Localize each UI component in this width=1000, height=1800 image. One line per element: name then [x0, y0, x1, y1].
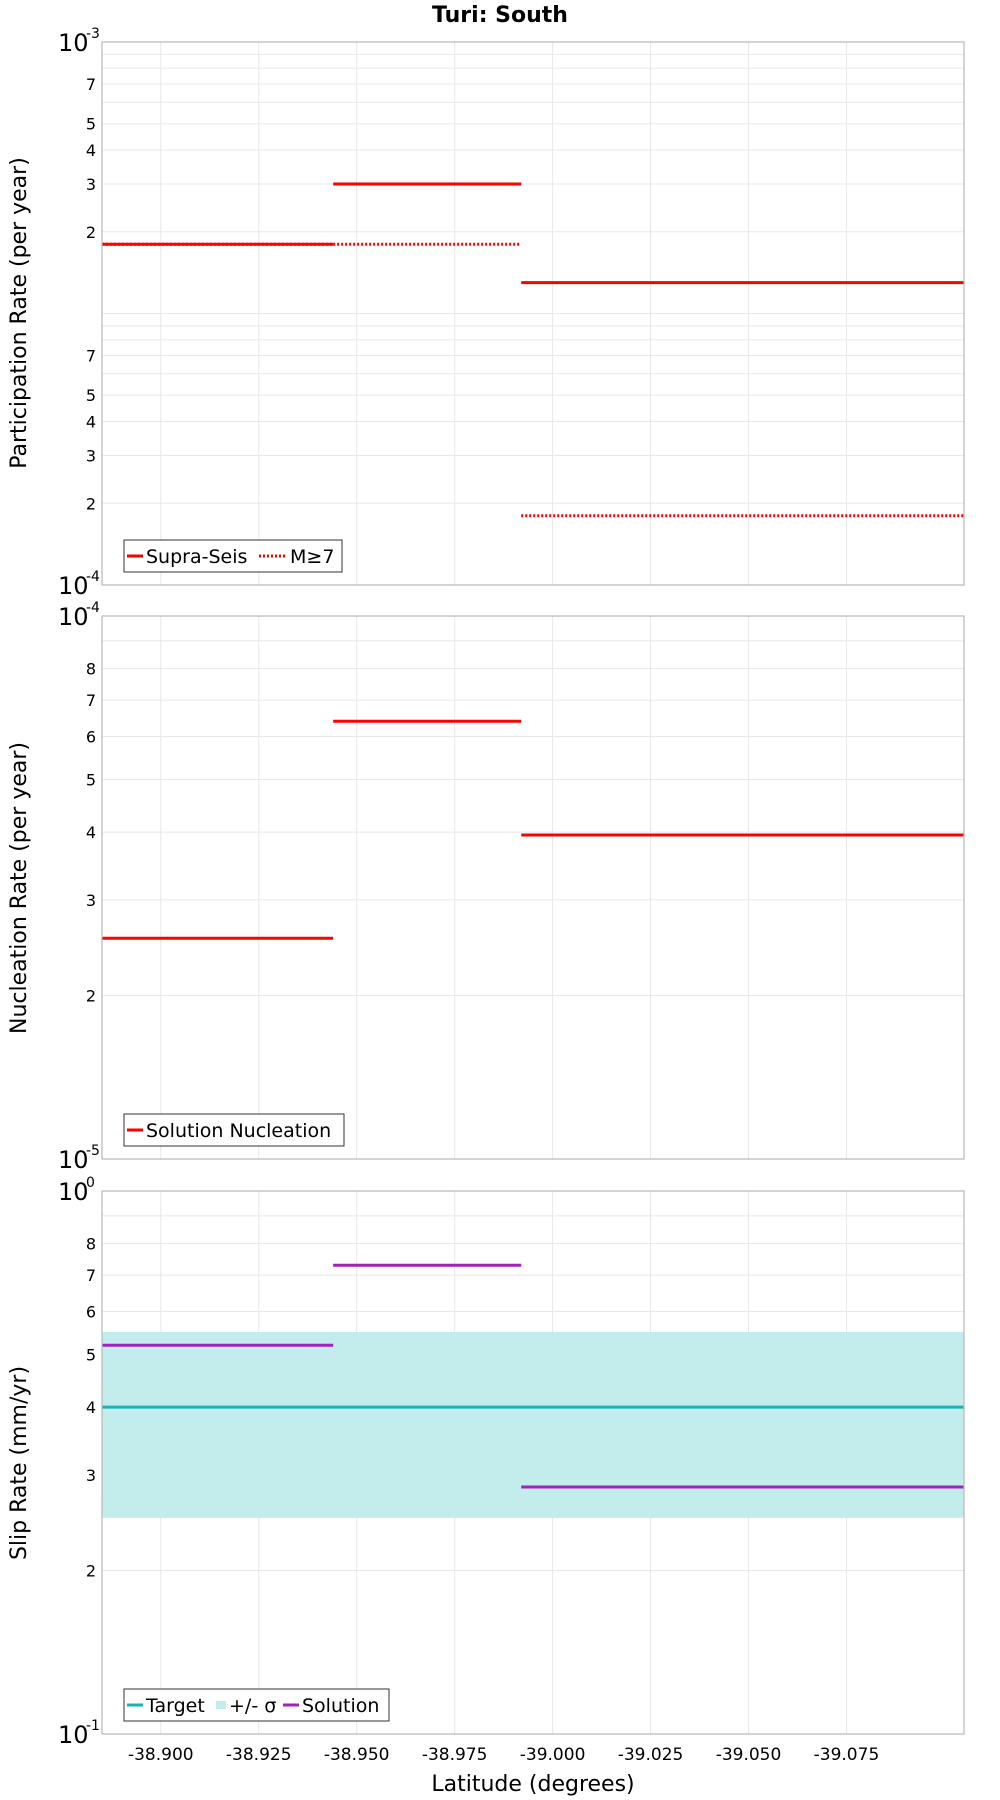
x-tick-label: -38.975	[422, 1745, 488, 1765]
x-tick-label: -39.075	[814, 1745, 880, 1765]
participation-legend: Supra-Seis M≥7	[123, 539, 343, 573]
x-tick-label: -39.025	[618, 1745, 684, 1765]
participation-y-axis-label: Participation Rate (per year)	[7, 157, 32, 469]
slip-legend: Target +/- σ Solution	[123, 1688, 390, 1722]
participation-grid	[102, 42, 964, 586]
sigma-legend-label: +/- σ	[229, 1695, 276, 1717]
x-tick-label: -39.050	[716, 1745, 782, 1765]
solution-legend-label: Solution	[302, 1695, 379, 1717]
y-tick-label: 2	[86, 987, 96, 1006]
y-tick-label: 3	[86, 891, 96, 910]
nucleation-plot-frame	[101, 615, 965, 1160]
sigma-band	[102, 1331, 964, 1518]
y-tick-label: 8	[86, 1235, 96, 1254]
y-tick-label: 5	[86, 1345, 96, 1364]
y-decade-label: 10	[58, 603, 89, 631]
participation-plot-frame	[101, 41, 965, 586]
y-decade-exponent: -4	[86, 600, 100, 616]
x-axis-label: Latitude (degrees)	[431, 1772, 634, 1797]
participation-legend-box	[123, 539, 343, 573]
figure-title: Turi: South	[432, 3, 568, 28]
y-tick-label: 2	[86, 223, 96, 242]
nucleation-grid	[102, 616, 964, 1160]
y-decade-label: 10	[58, 1721, 89, 1749]
y-tick-label: 4	[86, 141, 96, 160]
x-ticks: -38.900 -38.925 -38.950 -38.975 -39.000 -39.0…	[128, 1745, 879, 1765]
y-tick-label: 8	[86, 660, 96, 679]
participation-series	[102, 182, 964, 518]
nucleation-y-axis-label: Nucleation Rate (per year)	[7, 742, 32, 1034]
x-tick-label: -39.000	[520, 1745, 586, 1765]
slip-y-axis-label: Slip Rate (mm/yr)	[7, 1366, 32, 1560]
solution-nucleation-legend-label: Solution Nucleation	[146, 1120, 331, 1142]
nucleation-legend: Solution Nucleation	[123, 1113, 345, 1147]
y-tick-label: 4	[86, 413, 96, 432]
nucleation-legend-box	[123, 1113, 345, 1147]
sigma-legend-swatch	[216, 1701, 226, 1709]
slip-series	[102, 1263, 964, 1518]
slip-plot-frame	[101, 1190, 965, 1735]
y-tick-label: 2	[86, 494, 96, 513]
y-tick-label: 5	[86, 770, 96, 789]
y-tick-label: 7	[86, 347, 96, 366]
y-tick-label: 5	[86, 115, 96, 134]
x-tick-label: -38.900	[128, 1745, 194, 1765]
y-tick-label: 5	[86, 386, 96, 405]
m7-legend-label: M≥7	[290, 546, 334, 568]
y-decade-exponent: -3	[86, 26, 100, 42]
y-decade-exponent: -4	[86, 569, 100, 585]
y-tick-label: 7	[86, 75, 96, 94]
y-decade-exponent: 0	[86, 1175, 95, 1191]
target-legend-label: Target	[145, 1695, 205, 1717]
x-tick-label: -38.925	[226, 1745, 292, 1765]
supra-seis-legend-label: Supra-Seis	[146, 546, 247, 568]
y-tick-label: 3	[86, 175, 96, 194]
y-decade-label: 10	[58, 572, 89, 600]
y-tick-label: 7	[86, 1266, 96, 1285]
y-decade-label: 10	[58, 29, 89, 57]
y-tick-label: 3	[86, 446, 96, 465]
y-tick-label: 7	[86, 691, 96, 710]
slip-legend-box	[123, 1688, 390, 1722]
y-tick-label: 6	[86, 727, 96, 746]
y-tick-label: 4	[86, 1398, 96, 1417]
nucleation-series	[102, 719, 964, 940]
y-tick-label: 3	[86, 1466, 96, 1485]
x-tick-label: -38.950	[324, 1745, 390, 1765]
y-decade-exponent: -1	[86, 1718, 100, 1734]
y-tick-label: 6	[86, 1302, 96, 1321]
y-tick-label: 4	[86, 823, 96, 842]
y-tick-label: 2	[86, 1562, 96, 1581]
y-decade-label: 10	[58, 1178, 89, 1206]
y-decade-exponent: -5	[86, 1143, 100, 1159]
y-decade-label: 10	[58, 1146, 89, 1174]
